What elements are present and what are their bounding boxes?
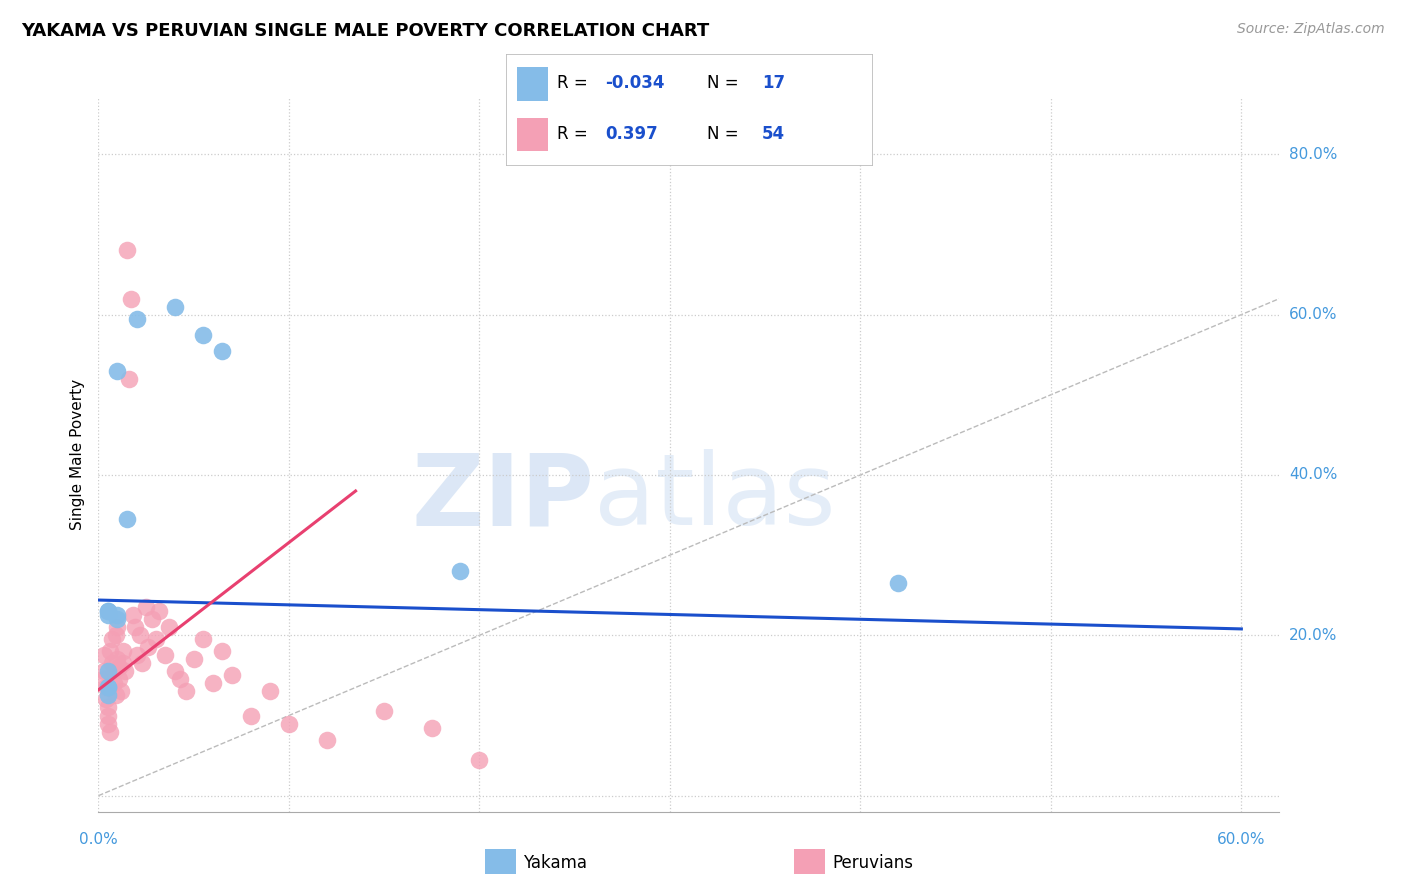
Text: N =: N =	[707, 74, 738, 92]
Text: -0.034: -0.034	[605, 74, 665, 92]
Y-axis label: Single Male Poverty: Single Male Poverty	[70, 379, 86, 531]
Point	[277, 716, 299, 731]
Point	[148, 604, 170, 618]
Text: Peruvians: Peruvians	[832, 854, 914, 871]
Point	[468, 753, 491, 767]
Point	[157, 620, 180, 634]
Point	[94, 681, 117, 695]
Point	[104, 628, 127, 642]
Text: ZIP: ZIP	[412, 450, 595, 546]
Point	[153, 648, 176, 663]
Point	[163, 665, 186, 679]
Point	[193, 327, 215, 342]
Point	[373, 705, 395, 719]
Point	[108, 660, 131, 674]
Point	[112, 644, 135, 658]
Point	[110, 684, 132, 698]
Text: 0.397: 0.397	[605, 126, 658, 144]
Text: R =: R =	[557, 126, 588, 144]
Point	[112, 657, 135, 671]
Point	[239, 708, 262, 723]
Point	[107, 652, 129, 666]
Text: R =: R =	[557, 74, 588, 92]
Point	[108, 673, 131, 687]
Text: 40.0%: 40.0%	[1289, 467, 1337, 483]
Point	[97, 716, 120, 731]
Point	[115, 244, 138, 258]
Point	[887, 576, 910, 591]
Bar	[517, 118, 548, 151]
Text: 54: 54	[762, 126, 785, 144]
Point	[163, 300, 186, 314]
Point	[100, 657, 122, 671]
Point	[103, 665, 125, 679]
Point	[97, 689, 120, 703]
Point	[193, 632, 215, 647]
Point	[120, 292, 142, 306]
Point	[211, 644, 233, 658]
Text: YAKAMA VS PERUVIAN SINGLE MALE POVERTY CORRELATION CHART: YAKAMA VS PERUVIAN SINGLE MALE POVERTY C…	[21, 22, 710, 40]
Point	[97, 681, 120, 695]
Point	[98, 724, 121, 739]
Point	[201, 676, 224, 690]
Point	[169, 673, 191, 687]
Point	[131, 657, 153, 671]
Point	[94, 692, 117, 706]
Point	[97, 604, 120, 618]
Point	[125, 648, 148, 663]
Text: Yakama: Yakama	[523, 854, 588, 871]
Point	[107, 608, 129, 623]
Point	[211, 343, 233, 358]
Point	[136, 640, 159, 655]
Point	[124, 620, 146, 634]
Point	[93, 648, 115, 663]
Point	[316, 732, 339, 747]
Point	[103, 676, 125, 690]
Point	[183, 652, 205, 666]
Text: N =: N =	[707, 126, 738, 144]
Point	[107, 612, 129, 626]
Point	[100, 632, 122, 647]
Point	[259, 684, 281, 698]
Text: 20.0%: 20.0%	[1289, 628, 1337, 643]
Point	[107, 364, 129, 378]
Point	[145, 632, 167, 647]
Point	[135, 600, 157, 615]
Point	[221, 668, 243, 682]
Point	[129, 628, 152, 642]
Point	[115, 512, 138, 526]
Point	[174, 684, 197, 698]
Point	[118, 372, 141, 386]
Text: Source: ZipAtlas.com: Source: ZipAtlas.com	[1237, 22, 1385, 37]
Text: atlas: atlas	[595, 450, 837, 546]
Point	[449, 564, 471, 578]
Point	[97, 608, 120, 623]
Point	[114, 665, 136, 679]
Point	[93, 673, 115, 687]
Point	[104, 689, 127, 703]
Point	[97, 604, 120, 618]
Text: 60.0%: 60.0%	[1218, 831, 1265, 847]
Point	[97, 700, 120, 714]
Text: 17: 17	[762, 74, 785, 92]
Bar	[517, 68, 548, 101]
Point	[125, 311, 148, 326]
Point	[107, 620, 129, 634]
Point	[98, 644, 121, 658]
Text: 60.0%: 60.0%	[1289, 307, 1337, 322]
Point	[121, 608, 143, 623]
Text: 0.0%: 0.0%	[79, 831, 118, 847]
Point	[420, 721, 443, 735]
Point	[97, 681, 120, 695]
Text: 80.0%: 80.0%	[1289, 147, 1337, 161]
Point	[97, 665, 120, 679]
Point	[93, 665, 115, 679]
Point	[141, 612, 163, 626]
Point	[97, 708, 120, 723]
